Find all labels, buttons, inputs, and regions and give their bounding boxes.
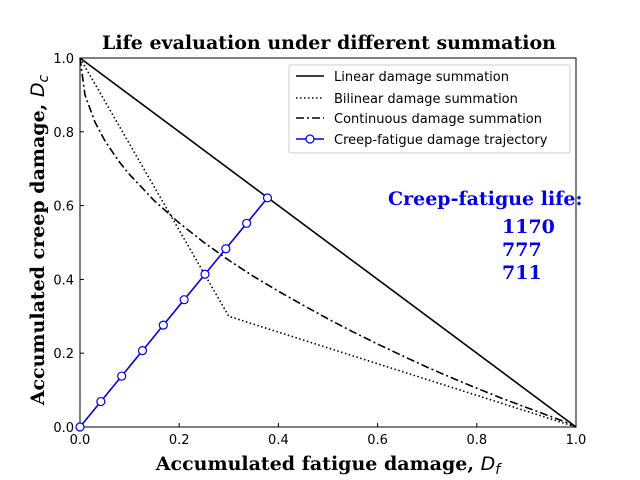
trajectory-point — [200, 269, 210, 279]
x-tick-label: 0.6 — [367, 433, 388, 448]
series-line-1 — [79, 57, 577, 428]
chart-title: Life evaluation under different summatio… — [102, 32, 556, 54]
x-tick-label: 0.4 — [268, 433, 289, 448]
trajectory-point — [242, 218, 252, 228]
y-axis-label: Accumulated creep damage, Dc — [27, 74, 52, 406]
annotation-value-2: 777 — [502, 239, 542, 261]
plot-frame — [79, 57, 577, 428]
trajectory-point — [158, 320, 168, 330]
trajectory-point — [75, 422, 85, 432]
legend-label-trajectory: Creep-fatigue damage trajectory — [334, 133, 548, 148]
trajectory-point — [262, 193, 273, 203]
trajectory-point — [221, 244, 231, 254]
trajectory-point — [117, 371, 127, 381]
annotation-value-1: 1170 — [502, 216, 555, 238]
x-axis-subscript: f — [495, 462, 502, 478]
legend-label-bilinear: Bilinear damage summation — [334, 92, 518, 107]
x-tick-label: 0.8 — [466, 433, 487, 448]
annotation-value-3: 711 — [502, 262, 542, 284]
y-axis-symbol: D — [27, 82, 49, 97]
x-tick-label: 1.0 — [566, 433, 587, 448]
x-tick-label: 0.2 — [169, 433, 190, 448]
series-line-0 — [79, 57, 577, 428]
y-tick-label: 1.0 — [53, 52, 74, 67]
y-tick-label: 0.4 — [53, 273, 74, 288]
trajectory-point — [137, 346, 148, 356]
y-tick-label: 0.2 — [53, 347, 74, 362]
legend: Linear damage summation Bilinear damage … — [288, 64, 571, 154]
legend-box — [288, 64, 571, 154]
life-annotation: Creep-fatigue life: 1170 777 711 — [388, 188, 582, 284]
y-tick-label: 0.0 — [53, 421, 74, 436]
y-tick-label: 0.6 — [53, 200, 74, 215]
x-axis-label: Accumulated fatigue damage, Df — [155, 453, 502, 478]
x-axis-label-text: Accumulated fatigue damage, — [155, 453, 481, 475]
trajectory-point — [179, 295, 189, 305]
x-axis-symbol: D — [481, 453, 496, 475]
y-tick-label: 0.8 — [53, 126, 74, 141]
series-line-3 — [79, 197, 269, 428]
x-tick-label: 0.0 — [70, 433, 91, 448]
y-axis-subscript: c — [36, 74, 52, 82]
legend-marker-trajectory — [305, 134, 315, 144]
legend-label-linear: Linear damage summation — [334, 70, 509, 85]
series-layer — [75, 57, 577, 432]
series-line-2 — [79, 57, 577, 428]
y-axis-label-text: Accumulated creep damage, — [27, 97, 49, 406]
annotation-title: Creep-fatigue life: — [388, 188, 582, 210]
trajectory-point — [96, 396, 106, 407]
axis-ticks: 0.00.0 0.2 0.2 0.4 0.4 0.6 0.6 0.8 0.8 1.0 1.0 — [53, 52, 586, 448]
legend-label-continuous: Continuous damage summation — [334, 112, 542, 127]
